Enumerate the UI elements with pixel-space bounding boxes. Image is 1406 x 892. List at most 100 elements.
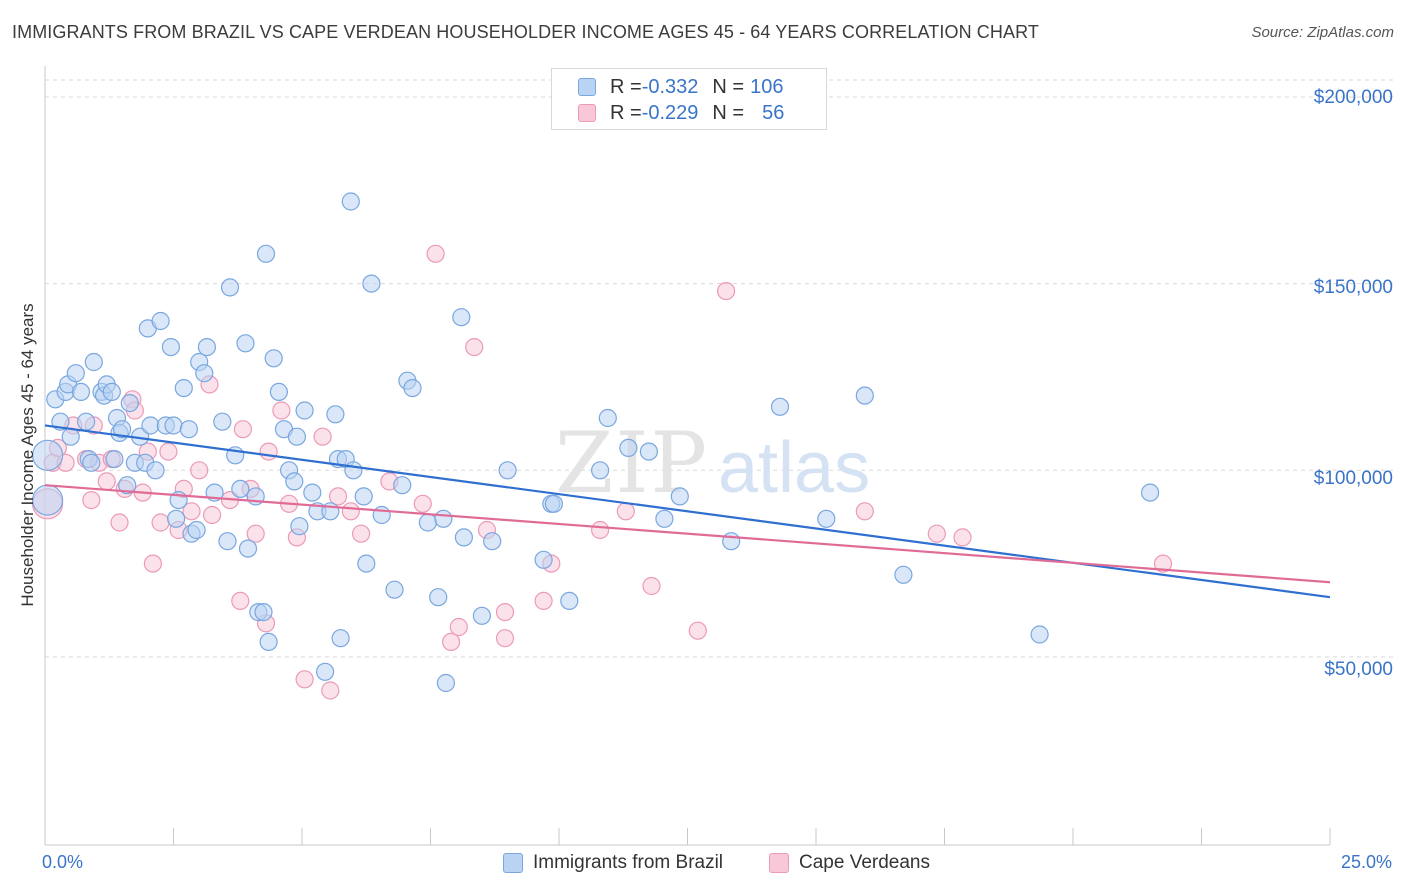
point-brazil	[287, 427, 306, 446]
point-brazil	[1030, 625, 1049, 644]
point-brazil	[344, 461, 363, 480]
point-brazil	[105, 450, 124, 469]
point-brazil	[326, 405, 345, 424]
point-cape-verdean	[295, 670, 314, 689]
point-brazil	[102, 382, 121, 401]
point-brazil	[639, 442, 659, 461]
point-brazil	[722, 532, 741, 551]
point-brazil	[429, 588, 448, 607]
legend-n-label: N =	[712, 101, 745, 124]
trend-line-cape-verdean	[44, 484, 1331, 584]
point-brazil	[544, 494, 564, 513]
legend-r-label: R =	[610, 75, 642, 98]
point-brazil	[385, 580, 404, 599]
point-cape-verdean	[616, 502, 635, 521]
point-brazil	[655, 509, 674, 528]
point-cape-verdean	[233, 420, 252, 439]
point-cape-verdean	[688, 621, 707, 640]
point-cape-verdean	[1153, 554, 1173, 573]
point-cape-verdean	[341, 502, 360, 521]
point-brazil	[498, 461, 517, 480]
bottom-legend-swatch-blue	[503, 853, 523, 873]
axes	[44, 66, 1331, 846]
point-brazil	[1140, 483, 1160, 502]
point-cape-verdean	[442, 632, 461, 652]
point-brazil	[71, 382, 91, 401]
point-brazil	[218, 532, 237, 551]
legend-swatch-blue	[578, 78, 596, 96]
watermark: ZIP atlas	[555, 414, 870, 512]
point-cape-verdean	[203, 505, 222, 525]
legend-row-brazil: R = -0.332 N = 106	[578, 75, 783, 99]
point-brazil	[362, 274, 381, 293]
point-brazil	[560, 591, 579, 611]
point-cape-verdean	[246, 524, 265, 543]
point-brazil	[418, 513, 437, 532]
point-brazil	[118, 476, 137, 495]
point-brazil	[195, 364, 214, 383]
point-brazil	[231, 479, 250, 498]
point-cape-verdean	[953, 528, 972, 547]
point-brazil	[213, 412, 232, 431]
point-brazil	[316, 662, 335, 681]
point-brazil	[454, 528, 473, 547]
point-brazil	[179, 420, 198, 439]
point-cape-verdean	[159, 442, 178, 461]
point-brazil	[256, 244, 276, 263]
y-tick-label-150000: $150,000	[1313, 277, 1393, 298]
point-cape-verdean	[642, 576, 661, 596]
point-brazil	[164, 416, 183, 435]
point-cape-verdean	[495, 629, 515, 648]
point-cape-verdean	[143, 554, 162, 573]
point-brazil	[290, 517, 309, 536]
point-cape-verdean	[449, 617, 468, 637]
bottom-legend-label: Cape Verdeans	[799, 852, 930, 873]
point-brazil	[146, 461, 165, 480]
y-tick-label-200000: $200,000	[1313, 87, 1393, 108]
stats-legend: R = -0.332 N = 106 R = -0.229 N = 56	[551, 68, 827, 130]
point-cape-verdean	[534, 591, 553, 611]
point-brazil	[66, 364, 85, 383]
point-cape-verdean	[927, 524, 946, 543]
point-brazil	[220, 278, 240, 297]
point-brazil	[112, 420, 132, 439]
y-tick-label-100000: $100,000	[1313, 468, 1393, 489]
bottom-legend-brazil: Immigrants from Brazil	[503, 852, 723, 874]
legend-r-value: -0.229	[641, 101, 699, 124]
legend-n-value: 56	[762, 101, 785, 124]
legend-swatch-pink	[578, 104, 596, 122]
legend-n-label: N =	[712, 75, 745, 98]
point-brazil	[817, 509, 836, 528]
point-cape-verdean	[82, 491, 101, 510]
point-brazil	[187, 520, 206, 540]
point-brazil	[120, 394, 139, 413]
legend-n-value: 106	[750, 75, 784, 98]
point-brazil	[197, 338, 216, 357]
legend-row-cape-verdeans: R = -0.229 N = 56	[578, 101, 784, 125]
point-cape-verdean	[855, 502, 874, 521]
point-brazil	[472, 606, 491, 625]
point-cape-verdean	[321, 681, 340, 700]
point-brazil	[894, 565, 913, 584]
x-tick-label-min: 0.0%	[42, 852, 84, 872]
bottom-legend-swatch-pink	[769, 853, 789, 873]
point-brazil	[436, 673, 455, 693]
point-brazil	[434, 509, 453, 528]
point-brazil	[31, 439, 64, 471]
point-cape-verdean	[495, 602, 515, 622]
point-cape-verdean	[110, 513, 129, 532]
point-brazil	[590, 461, 610, 480]
point-brazil	[174, 379, 193, 398]
point-cape-verdean	[413, 494, 432, 513]
point-brazil	[167, 509, 186, 528]
point-brazil	[303, 483, 322, 502]
point-cape-verdean	[190, 461, 209, 480]
point-brazil	[269, 382, 288, 401]
point-brazil	[619, 438, 638, 457]
point-brazil	[295, 401, 314, 420]
bottom-legend-cape-verdeans: Cape Verdeans	[769, 852, 930, 874]
point-brazil	[236, 334, 255, 353]
point-cape-verdean	[259, 442, 278, 461]
grid-lines	[45, 79, 1395, 658]
